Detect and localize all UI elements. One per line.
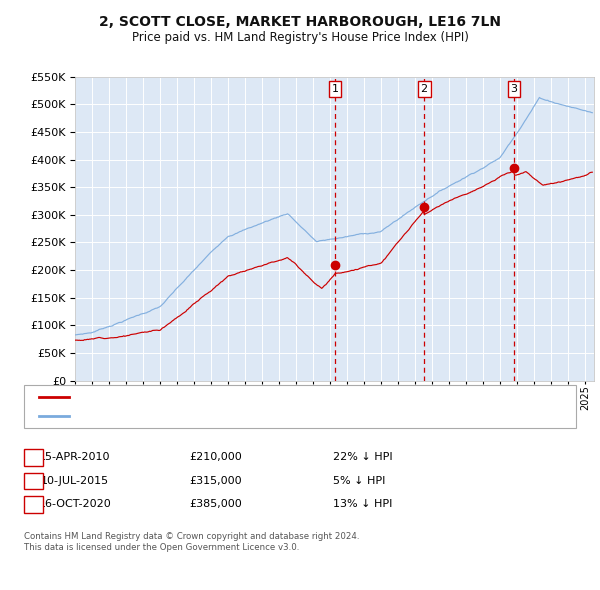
Text: £315,000: £315,000: [190, 476, 242, 486]
Text: 2: 2: [421, 84, 428, 94]
Text: 1: 1: [30, 453, 37, 462]
Text: 13% ↓ HPI: 13% ↓ HPI: [333, 500, 392, 509]
Text: 16-OCT-2020: 16-OCT-2020: [38, 500, 112, 509]
Text: HPI: Average price, detached house, Harborough: HPI: Average price, detached house, Harb…: [75, 411, 330, 421]
Text: 1: 1: [332, 84, 338, 94]
Text: 2: 2: [30, 476, 37, 486]
Text: 15-APR-2010: 15-APR-2010: [39, 453, 111, 462]
Text: 2, SCOTT CLOSE, MARKET HARBOROUGH, LE16 7LN: 2, SCOTT CLOSE, MARKET HARBOROUGH, LE16 …: [99, 15, 501, 29]
Text: £385,000: £385,000: [190, 500, 242, 509]
Text: Contains HM Land Registry data © Crown copyright and database right 2024.
This d: Contains HM Land Registry data © Crown c…: [24, 532, 359, 552]
Text: 3: 3: [30, 500, 37, 509]
Text: 22% ↓ HPI: 22% ↓ HPI: [333, 453, 392, 462]
Text: 3: 3: [511, 84, 517, 94]
Text: Price paid vs. HM Land Registry's House Price Index (HPI): Price paid vs. HM Land Registry's House …: [131, 31, 469, 44]
Text: 10-JUL-2015: 10-JUL-2015: [41, 476, 109, 486]
Text: 5% ↓ HPI: 5% ↓ HPI: [333, 476, 385, 486]
Text: 2, SCOTT CLOSE, MARKET HARBOROUGH, LE16 7LN (detached house): 2, SCOTT CLOSE, MARKET HARBOROUGH, LE16 …: [75, 392, 439, 402]
Text: £210,000: £210,000: [190, 453, 242, 462]
